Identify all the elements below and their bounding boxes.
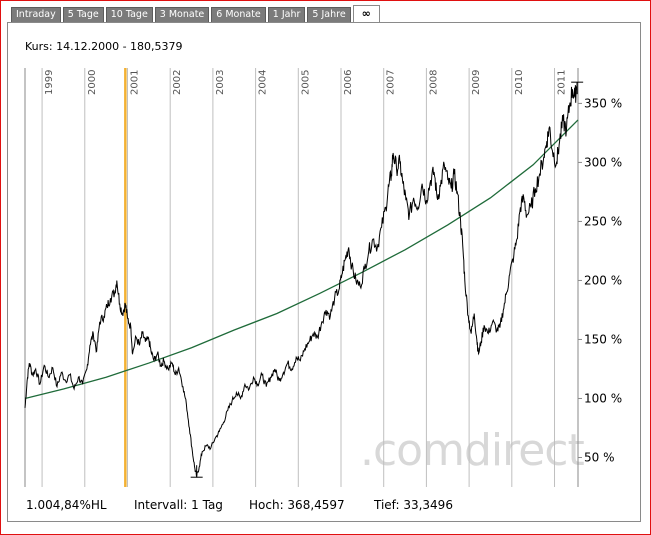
x-tick-label: 2001 bbox=[129, 70, 140, 95]
y-tick-label: 250 % bbox=[584, 214, 622, 228]
price-line bbox=[24, 82, 578, 479]
tab-1[interactable]: 5 Tage bbox=[62, 7, 104, 22]
y-tick-label: 300 % bbox=[584, 155, 622, 169]
x-tick-label: 2005 bbox=[300, 70, 311, 95]
x-tick-label: 1999 bbox=[44, 70, 55, 95]
performance-readout: 1.004,84%HL bbox=[26, 498, 107, 512]
x-tick-label: 2003 bbox=[215, 70, 226, 95]
comdirect-watermark: .comdirect bbox=[360, 425, 585, 476]
x-tick-label: 2000 bbox=[87, 70, 98, 95]
x-tick-label: 2007 bbox=[386, 70, 397, 95]
tab-6[interactable]: 5 Jahre bbox=[307, 7, 351, 22]
low-readout: Tief: 33,3496 bbox=[374, 498, 453, 512]
tab-3[interactable]: 3 Monate bbox=[154, 7, 210, 22]
x-tick-label: 2008 bbox=[428, 70, 439, 95]
x-tick-label: 2011 bbox=[557, 70, 568, 95]
x-tick-label: 2006 bbox=[343, 70, 354, 95]
x-tick-label: 2009 bbox=[471, 70, 482, 95]
high-readout: Hoch: 368,4597 bbox=[249, 498, 345, 512]
tab-2[interactable]: 10 Tage bbox=[105, 7, 153, 22]
price-readout: Kurs: 14.12.2000 - 180,5379 bbox=[25, 40, 183, 53]
x-tick-label: 2004 bbox=[258, 70, 269, 95]
tab-7[interactable]: ∞ bbox=[352, 5, 380, 22]
x-tick-label: 2002 bbox=[172, 70, 183, 95]
x-tick-label: 2010 bbox=[514, 70, 525, 95]
trend-line bbox=[24, 119, 579, 400]
timeframe-tabs: Intraday 5 Tage 10 Tage 3 Monate 6 Monate 1 J… bbox=[11, 5, 382, 23]
interval-readout: Intervall: 1 Tag bbox=[134, 498, 223, 512]
y-tick-label: 100 % bbox=[584, 391, 622, 405]
y-tick-label: 350 % bbox=[584, 96, 622, 110]
y-tick-label: 50 % bbox=[584, 450, 615, 464]
y-tick-label: 200 % bbox=[584, 273, 622, 287]
y-tick-label: 150 % bbox=[584, 332, 622, 346]
tab-0[interactable]: Intraday bbox=[11, 7, 61, 22]
tab-4[interactable]: 6 Monate bbox=[211, 7, 266, 22]
chart-panel bbox=[7, 22, 641, 522]
tab-5[interactable]: 1 Jahr bbox=[267, 7, 306, 22]
